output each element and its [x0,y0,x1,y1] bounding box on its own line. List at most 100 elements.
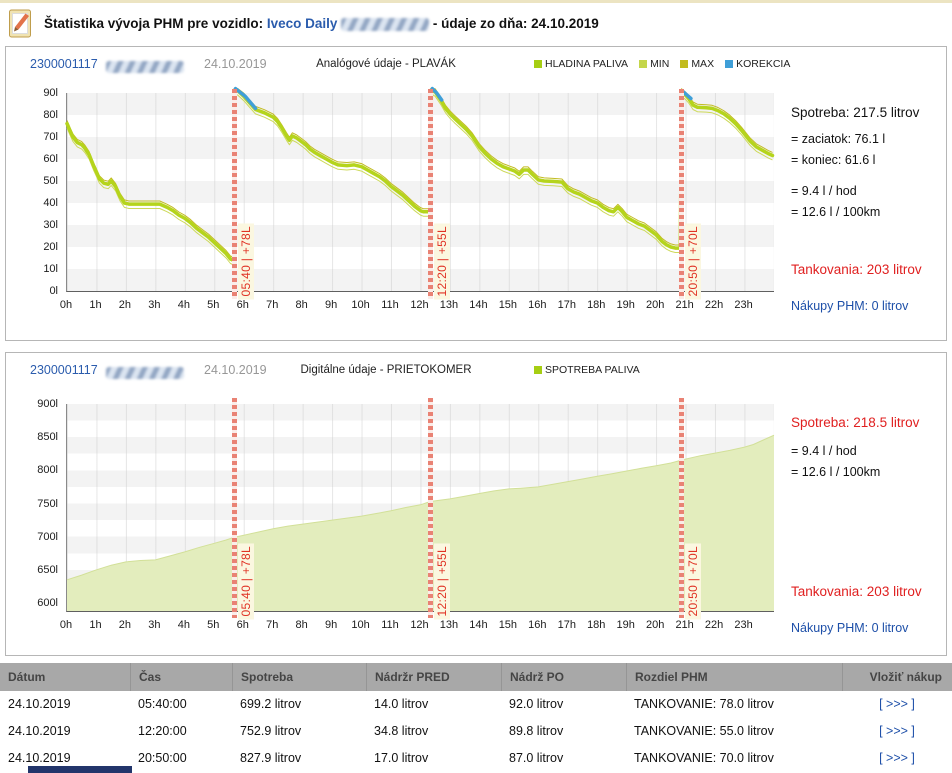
refuel-marker-label: 20:50 | +70L [684,222,701,299]
x-axis-tick: 2h [118,299,132,311]
x-axis-tick: 16h [528,299,547,311]
stat-koniec: = koniec: 61.6 l [791,153,876,167]
x-axis-tick: 2h [118,619,132,631]
refuel-marker-line [428,398,434,618]
x-axis-tick: 14h [469,619,488,631]
insert-purchase-link[interactable]: [ >>> ] [879,697,915,711]
x-axis-tick: 16h [528,619,547,631]
chart-title: Digitálne údaje - PRIETOKOMER [300,364,472,376]
y-axis-tick: 750l [37,497,58,510]
x-axis-tick: 7h [266,619,279,631]
insert-purchase-link[interactable]: [ >>> ] [879,751,915,765]
unit-id-link[interactable]: 2300001117 [30,57,98,71]
x-axis-tick: 7h [266,299,279,311]
refuel-marker-line [231,89,237,299]
x-axis-tick: 14h [469,299,488,311]
x-axis-tick: 9h [325,299,338,311]
x-axis-tick: 21h [675,619,694,631]
digital-stats: Spotreba: 218.5 litrov = 9.4 l / hod = 1… [791,415,946,636]
legend-item: SPOTREBA PALIVA [534,364,640,376]
legend-swatch-icon [534,366,542,374]
legend-swatch-icon [680,60,689,68]
unit-id-link[interactable]: 2300001117 [30,363,98,377]
refuel-marker-label: 05:40 | +78L [237,542,254,619]
legend-label: HLADINA PALIVA [545,58,629,70]
vehicle-name: Iveco Daily [266,16,338,31]
y-axis-tick: 600l [37,597,58,609]
x-axis-tick: 10h [351,619,370,631]
y-axis-tick: 60l [43,153,58,165]
cell-spotreba: 827.9 litrov [240,751,302,765]
refuel-table-header: Dátum Čas Spotreba Nádržr PRED Nádrž PO Rozdi… [0,663,952,691]
stat-per-km: = 12.6 l / 100km [791,465,881,479]
redacted-unit-name [106,60,184,73]
stat-per-km: = 12.6 l / 100km [791,205,881,219]
legend-swatch-icon [639,60,648,68]
analog-chart-panel: 2300001117 24.10.2019 Analógové údaje - … [5,46,947,341]
x-axis-tick: 22h [704,619,724,631]
chart-title: Analógové údaje - PLAVÁK [316,58,456,70]
cell-rozdiel: TANKOVANIE: 78.0 litrov [634,697,774,711]
x-axis-tick: 23h [734,619,753,631]
stat-spotreba: Spotreba: 217.5 litrov [791,105,920,120]
cell-nadrz-pred: 17.0 litrov [374,751,429,765]
refuel-marker-line [678,89,684,299]
x-axis-tick: 18h [587,299,606,311]
top-accent-line [0,0,952,3]
legend-swatch-icon [725,60,734,68]
x-axis-tick: 5h [207,299,220,311]
cutoff-element [28,766,132,773]
y-axis-tick: 70l [43,131,58,143]
x-axis-tick: 11h [381,619,399,631]
table-row: 24.10.2019 12:20:00 752.9 litrov 34.8 litro… [0,718,952,745]
refuel-marker-label: 20:50 | +70L [684,542,701,619]
x-axis-tick: 20h [645,619,665,631]
table-row: 24.10.2019 05:40:00 699.2 litrov 14.0 litro… [0,691,952,718]
page-title-suffix: - údaje zo dňa: [432,16,528,31]
x-axis-tick: 19h [616,299,635,311]
x-axis-tick: 21h [675,299,694,311]
table-header-cell: Vložiť nákup [842,663,952,691]
cell-nadrz-po: 89.8 litrov [509,724,564,738]
y-axis-tick: 650l [37,563,58,576]
chart-legend: HLADINA PALIVA MIN MAX KOREKCIA [534,58,790,70]
y-axis-tick: 30l [43,219,58,231]
refuel-marker-line [428,89,434,299]
x-axis-tick: 15h [498,619,518,631]
y-axis-tick: 50l [43,175,58,187]
y-axis-tick: 850l [37,431,58,444]
legend-item: KOREKCIA [725,58,790,70]
x-axis-tick: 18h [587,619,606,631]
panel-date: 24.10.2019 [204,57,267,71]
digital-chart-panel: 2300001117 24.10.2019 Digitálne údaje - … [5,352,947,656]
note-edit-icon [8,7,35,44]
x-axis-tick: 15h [498,299,518,311]
stat-per-hod: = 9.4 l / hod [791,444,857,458]
x-axis-tick: 11h [381,299,399,311]
x-axis-tick: 0h [59,619,73,631]
digital-plot-area: 05:40 | +78L 12:20 | +55L 20:50 | +70L [66,398,775,619]
x-axis-tick: 17h [557,619,576,631]
insert-purchase-link[interactable]: [ >>> ] [879,724,915,738]
legend-label: MAX [691,58,715,70]
cell-nadrz-po: 87.0 litrov [509,751,564,765]
redacted-unit-name [106,366,184,379]
table-row: 24.10.2019 20:50:00 827.9 litrov 17.0 litro… [0,745,952,772]
page-title-date: 24.10.2019 [531,16,599,31]
refuel-table-body: 24.10.2019 05:40:00 699.2 litrov 14.0 litro… [0,691,952,772]
refuel-marker-label: 05:40 | +78L [237,222,254,299]
cell-rozdiel: TANKOVANIE: 70.0 litrov [634,751,774,765]
cell-datum: 24.10.2019 [8,697,71,711]
x-axis-tick: 8h [295,619,308,631]
redacted-vehicle-plate [341,17,430,31]
cell-nadrz-po: 92.0 litrov [509,697,564,711]
cell-datum: 24.10.2019 [8,751,71,765]
x-axis-tick: 12h [410,299,429,311]
x-axis-tick: 6h [236,299,249,311]
stat-tankovania: Tankovania: 203 litrov [791,262,922,277]
x-axis-tick: 0h [59,299,73,311]
page-title: Štatistika vývoja PHM pre vozidlo: Iveco… [44,16,599,31]
legend-item: MIN [639,58,669,70]
x-axis-tick: 8h [295,299,308,311]
x-axis-tick: 17h [557,299,576,311]
